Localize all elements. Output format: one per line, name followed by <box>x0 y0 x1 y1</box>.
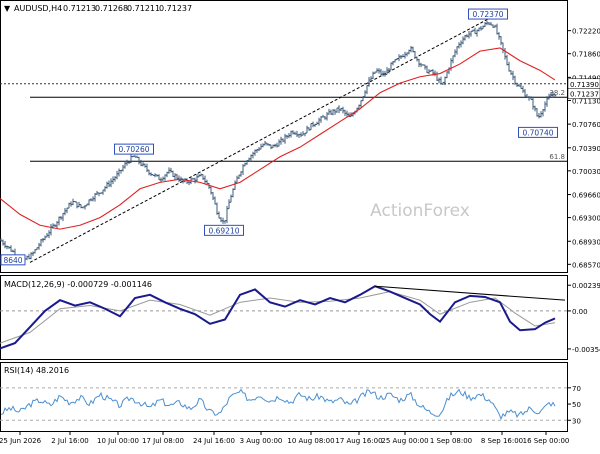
price-ytick-label: 0.70760 <box>572 121 600 129</box>
xtick-label: 16 Sep 00:00 <box>523 437 570 445</box>
price-ytick-label: 0.71860 <box>572 51 600 59</box>
rsi-layer: 70 50 30 <box>0 385 581 425</box>
quote-high: 0.71268 <box>95 4 128 13</box>
xtick-label: 10 Jul 00:00 <box>97 437 139 445</box>
quote-low: 0.71211 <box>127 4 160 13</box>
macd-divergence-line <box>374 285 566 301</box>
price-annotation: 8640 <box>0 254 26 266</box>
xtick-label: 2 Jul 16:00 <box>51 437 89 445</box>
svg-text:0.69210: 0.69210 <box>208 226 239 235</box>
xtick-label: 8 Sep 16:00 <box>481 437 523 445</box>
price-ytick-label: 0.69300 <box>572 215 600 223</box>
price-ytick-label: 0.72220 <box>572 28 600 36</box>
svg-text:8640: 8640 <box>3 256 22 265</box>
fib-label: 38.2 <box>549 89 565 97</box>
price-layer: 0.72220 0.71860 0.71490 0.71130 0.70760 0.703… <box>0 8 600 269</box>
quote-close: 0.71237 <box>159 4 192 13</box>
price-ytick-label: 0.68570 <box>572 261 600 269</box>
xtick-label: 24 Jul 16:00 <box>193 437 235 445</box>
macd-title: MACD(12,26,9) -0.000729 -0.001146 <box>4 280 152 289</box>
macd-ytick-label: 0.00 <box>572 308 588 316</box>
rsi-ytick-label: 70 <box>572 385 581 393</box>
xtick-label: 10 Aug 08:00 <box>287 437 334 445</box>
xtick-label: 1 Sep 08:00 <box>430 437 472 445</box>
macd-panel-frame[interactable] <box>0 275 568 360</box>
price-ytick-label: 0.71490 <box>572 74 600 82</box>
price-annotation: 0.69210 <box>204 224 244 236</box>
price-annotation: 0.70740 <box>518 126 558 138</box>
svg-text:0.71390: 0.71390 <box>570 81 599 89</box>
price-ytick-label: 0.70390 <box>572 145 600 153</box>
rsi-ytick-label: 30 <box>572 417 581 425</box>
xtick-label: 25 Aug 00:00 <box>381 437 428 445</box>
price-ytick-label: 0.70030 <box>572 168 600 176</box>
rsi-panel-frame[interactable] <box>0 362 568 432</box>
rsi-ytick-label: 50 <box>572 401 581 409</box>
xtick-label: 17 Jul 08:00 <box>142 437 184 445</box>
svg-text:0.72370: 0.72370 <box>472 10 503 19</box>
dotted-level-tag: 0.71390 <box>567 78 600 90</box>
rsi-line <box>0 388 556 421</box>
price-annotation: 0.72370 <box>468 8 508 20</box>
price-ytick-label: 0.68930 <box>572 238 600 246</box>
rsi-title: RSI(14) 48.2016 <box>4 366 69 375</box>
price-header: ▼ AUDUSD,H4 0.71213 0.71268 0.71211 0.71… <box>4 4 192 13</box>
watermark-text: ActionForex <box>370 201 470 221</box>
ohlc-bars <box>0 20 557 262</box>
rising-channel-line <box>29 18 489 263</box>
macd-ytick-label: -0.003542 <box>572 346 600 354</box>
current-price-tag: 0.71237 <box>567 88 600 99</box>
quote-open: 0.71213 <box>63 4 96 13</box>
ohlc-bar <box>553 94 557 98</box>
svg-text:0.71237: 0.71237 <box>570 91 599 99</box>
xtick-label: 3 Aug 00:00 <box>240 437 283 445</box>
svg-text:0.70260: 0.70260 <box>118 145 149 154</box>
price-ytick-label: 0.71130 <box>572 97 600 105</box>
collapse-triangle-icon[interactable]: ▼ <box>4 4 11 13</box>
moving-average-line <box>0 47 556 230</box>
price-panel-frame[interactable] <box>0 0 568 273</box>
price-annotation: 0.70260 <box>114 143 154 155</box>
macd-layer: 0.002393 0.00 -0.003542 <box>0 282 600 354</box>
macd-ytick-label: 0.002393 <box>572 282 600 290</box>
svg-text:0.70740: 0.70740 <box>522 128 553 137</box>
xtick-label: 25 Jun 2026 <box>0 437 42 445</box>
x-axis: 25 Jun 2026 2 Jul 16:00 10 Jul 00:00 17 Jul… <box>0 432 569 445</box>
macd-line <box>0 285 556 350</box>
fib-label: 61.8 <box>549 153 565 161</box>
price-ytick-label: 0.69660 <box>572 192 600 200</box>
symbol-title: AUDUSD,H4 <box>14 4 62 13</box>
xtick-label: 17 Aug 16:00 <box>335 437 382 445</box>
